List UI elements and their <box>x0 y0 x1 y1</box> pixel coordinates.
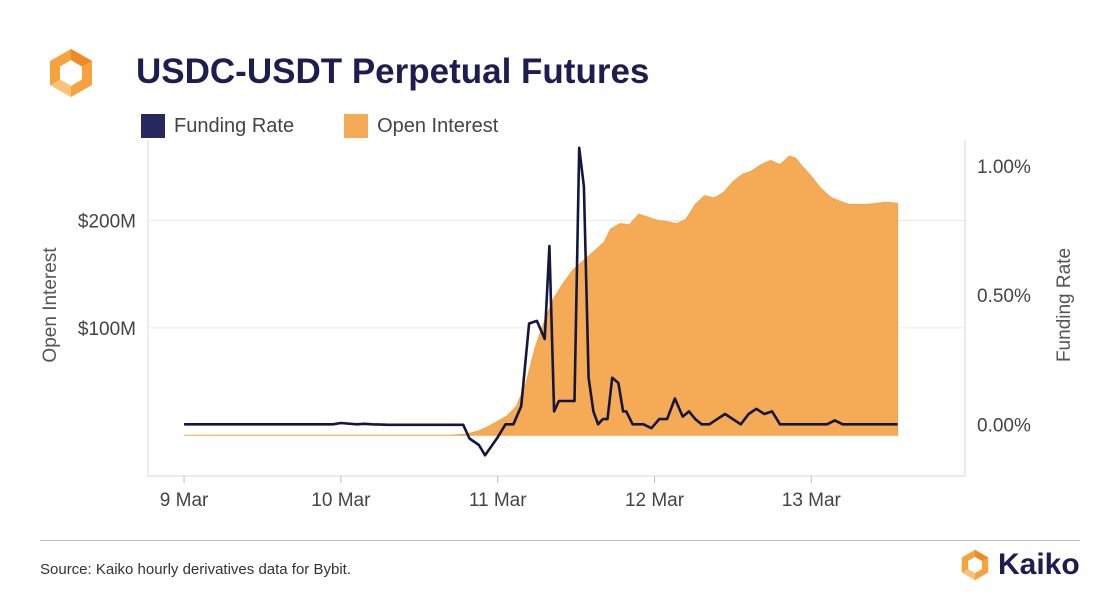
chart-plot: 9 Mar 10 Mar 11 Mar 12 Mar 13 Mar $100M $200M 0… <box>40 140 1075 511</box>
right-tick-label-2: 1.00% <box>977 157 1031 178</box>
chart-legend: Funding Rate Open Interest <box>141 113 548 139</box>
source-note: Source: Kaiko hourly derivatives data fo… <box>40 561 351 578</box>
right-axis-title: Funding Rate <box>1054 248 1075 362</box>
x-tick-label-2: 11 Mar <box>469 490 527 511</box>
x-tick-label-1: 10 Mar <box>311 490 371 511</box>
chart-title: USDC-USDT Perpetual Futures <box>136 52 650 91</box>
legend-swatch-funding-rate <box>141 114 165 138</box>
legend-label-funding-rate: Funding Rate <box>174 114 295 137</box>
left-tick-label-1: $200M <box>78 212 136 233</box>
left-axis-title: Open Interest <box>40 247 61 363</box>
open-interest-area <box>183 155 899 436</box>
funding-rate-line <box>184 146 898 457</box>
legend-swatch-open-interest <box>344 114 369 138</box>
x-tick-label-4: 13 Mar <box>782 490 842 511</box>
legend-label-open-interest: Open Interest <box>377 114 499 137</box>
kaiko-hexagon-logo-icon <box>50 49 92 97</box>
legend-item-open-interest: Open Interest <box>344 114 498 138</box>
kaiko-hexagon-logo-icon <box>961 549 989 581</box>
right-tick-label-1: 0.50% <box>977 286 1031 307</box>
legend-item-funding-rate: Funding Rate <box>141 114 294 138</box>
right-tick-label-0: 0.00% <box>977 415 1031 436</box>
footer-divider <box>40 540 1080 541</box>
brand-logo: Kaiko <box>958 548 1080 582</box>
left-tick-label-0: $100M <box>78 319 136 340</box>
x-tick-label-3: 12 Mar <box>625 490 685 511</box>
x-tick-label-0: 9 Mar <box>160 490 209 511</box>
brand-name: Kaiko <box>998 548 1080 581</box>
